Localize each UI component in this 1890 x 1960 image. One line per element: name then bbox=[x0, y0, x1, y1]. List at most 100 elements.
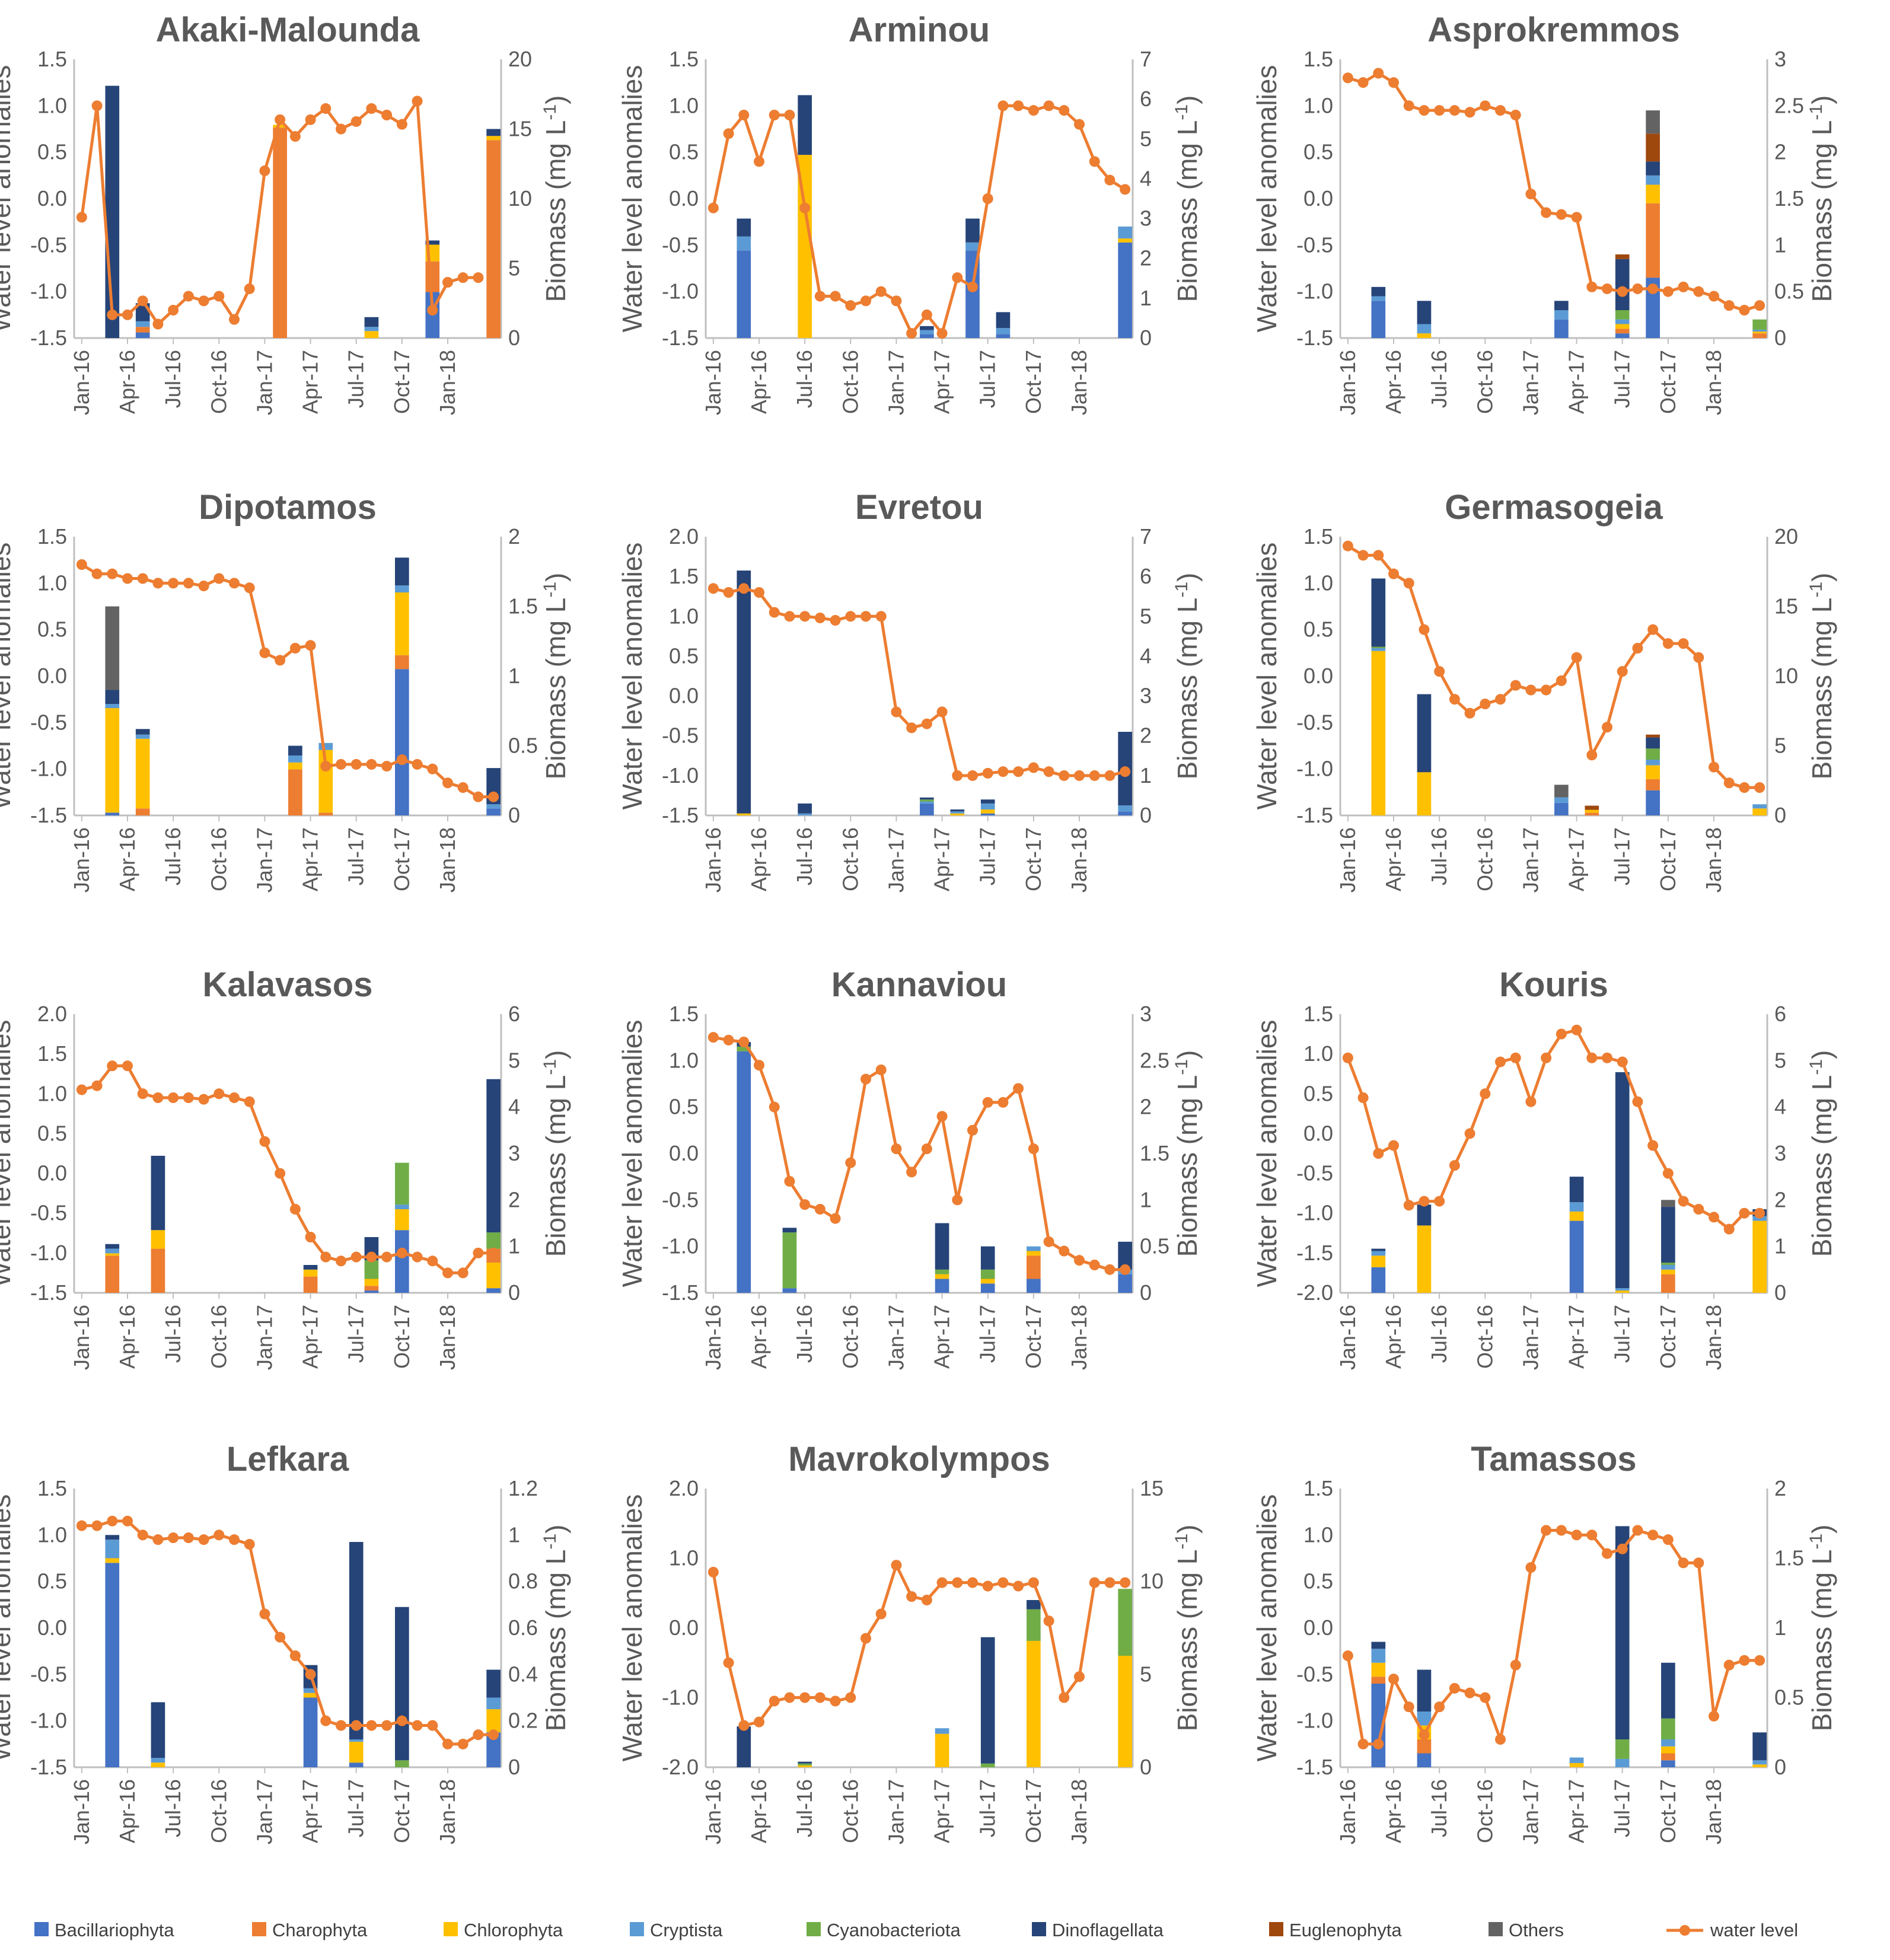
water-level-point bbox=[1571, 212, 1582, 223]
left-axis-title: Water level anomalies bbox=[1251, 543, 1282, 810]
legend-color-swatch bbox=[807, 1922, 821, 1936]
bar-segment-chlorophyta bbox=[1646, 765, 1660, 779]
y-tick-label: -2.0 bbox=[662, 1755, 699, 1779]
x-tick-label: Jan-17 bbox=[884, 350, 908, 415]
y-tick-label: 1.0 bbox=[669, 604, 699, 628]
x-tick-label: Jul-16 bbox=[161, 827, 185, 885]
left-axis-title: Water level anomalies bbox=[0, 1020, 16, 1287]
y2-tick-label: 2.5 bbox=[1140, 1048, 1169, 1072]
y-tick-label: 1.0 bbox=[37, 93, 67, 117]
y2-tick-label: 6 bbox=[1140, 564, 1152, 588]
water-level-point bbox=[488, 791, 499, 802]
y-tick-label: 0.0 bbox=[1303, 1615, 1333, 1640]
water-level-point bbox=[1059, 1245, 1070, 1257]
water-level-point bbox=[275, 114, 286, 125]
water-level-point bbox=[213, 573, 225, 584]
water-level-point bbox=[845, 300, 856, 311]
water-level-point bbox=[1723, 300, 1735, 311]
left-axis-title: Water level anomalies bbox=[1251, 1020, 1282, 1287]
right-axis-title-end: ) bbox=[1806, 95, 1837, 104]
y2-tick-label: 0 bbox=[508, 1755, 520, 1779]
water-level-point bbox=[259, 647, 270, 658]
legend-item-bacillariophyta: Bacillariophyta bbox=[34, 1920, 174, 1940]
water-level-point bbox=[1510, 680, 1521, 691]
y-tick-label: 1.5 bbox=[1303, 1476, 1333, 1500]
bar-segment-charophyta bbox=[105, 1255, 120, 1293]
water-level-point bbox=[754, 1716, 764, 1728]
water-level-point bbox=[305, 1232, 316, 1242]
water-level-point bbox=[168, 1532, 179, 1544]
y2-tick-label: 0 bbox=[1774, 1280, 1786, 1305]
y-tick-label: 1.0 bbox=[1303, 571, 1333, 595]
bar-segment-chlorophyta bbox=[151, 1763, 165, 1767]
bar-segment-charophyta bbox=[318, 812, 333, 815]
bar-segment-bacillariophyta bbox=[349, 1763, 364, 1767]
water-level-point bbox=[1013, 766, 1024, 777]
water-level-point bbox=[289, 643, 301, 654]
water-level-point bbox=[1342, 72, 1353, 84]
water-level-point bbox=[1556, 1028, 1567, 1040]
legend-color-swatch bbox=[34, 1922, 49, 1936]
bar-stack bbox=[395, 1607, 409, 1767]
water-level-point bbox=[183, 1092, 194, 1103]
y2-tick-label: 0 bbox=[508, 803, 520, 827]
water-level-point bbox=[1449, 1682, 1460, 1694]
water-level-point bbox=[229, 314, 240, 325]
water-level-point bbox=[1480, 1692, 1491, 1703]
water-level-point bbox=[1388, 568, 1399, 579]
water-level-point bbox=[1464, 107, 1475, 118]
bar-segment-dinoflagellata bbox=[782, 1228, 797, 1233]
y2-tick-label: 4 bbox=[1774, 1095, 1786, 1119]
x-tick-label: Apr-17 bbox=[1564, 1779, 1589, 1843]
right-axis-title-end: ) bbox=[540, 1050, 571, 1059]
water-level-point bbox=[1449, 694, 1460, 705]
legend-item-others: Others bbox=[1489, 1920, 1564, 1940]
water-level-point bbox=[1104, 770, 1115, 781]
water-level-point bbox=[997, 1577, 1009, 1588]
water-level-point bbox=[952, 1577, 963, 1588]
bar-segment-chlorophyta bbox=[1417, 333, 1432, 338]
y-tick-label: -1.5 bbox=[1296, 1241, 1333, 1265]
water-level-point bbox=[982, 1097, 993, 1108]
water-level-point bbox=[1510, 1052, 1521, 1063]
water-level-point bbox=[336, 1720, 346, 1731]
y2-tick-label: 2 bbox=[1140, 1095, 1152, 1119]
water-level-point bbox=[427, 305, 438, 315]
bar-stack bbox=[105, 606, 120, 815]
water-level-point bbox=[350, 116, 362, 127]
water-level-point bbox=[320, 103, 332, 114]
bar-segment-chlorophyta bbox=[364, 331, 379, 338]
water-level-point bbox=[1013, 100, 1024, 111]
y2-tick-label: 1 bbox=[1774, 232, 1786, 257]
bar-segment-dinoflagellata bbox=[798, 803, 812, 814]
water-level-point bbox=[1419, 105, 1430, 116]
bar-stack bbox=[151, 1702, 165, 1767]
x-tick-label: Apr-17 bbox=[930, 350, 954, 414]
water-level-point bbox=[1043, 766, 1054, 777]
y-tick-label: 1.0 bbox=[37, 571, 67, 595]
bar-stack bbox=[782, 1228, 797, 1293]
water-level-point bbox=[1510, 110, 1521, 120]
water-level-point bbox=[244, 582, 255, 594]
x-tick-label: Jan-18 bbox=[1701, 827, 1726, 893]
panel-lefkara: Lefkara 1.5 1.0 0.5 0.0 -0.5 -1.0 -1.5 1.2 1 0.8 0.… bbox=[0, 1440, 571, 1844]
y-tick-label: 0.5 bbox=[1303, 1569, 1333, 1594]
y2-tick-label: 0.2 bbox=[508, 1709, 538, 1733]
water-level-point bbox=[1617, 1543, 1628, 1554]
bar-segment-cryptista bbox=[1569, 1757, 1584, 1763]
bar-segment-chlorophyta bbox=[349, 1741, 364, 1763]
water-level-point bbox=[1449, 1160, 1460, 1171]
water-level-point bbox=[213, 1088, 225, 1099]
water-level-point bbox=[1434, 1701, 1445, 1713]
panel-title: Tamassos bbox=[1471, 1440, 1636, 1478]
right-axis-title: Biomass (mg L-1) bbox=[1172, 1525, 1203, 1732]
y-tick-label: -1.0 bbox=[662, 279, 699, 304]
legend-label: Bacillariophyta bbox=[55, 1920, 174, 1940]
water-level-point bbox=[427, 1255, 438, 1267]
water-level-point bbox=[891, 1143, 902, 1155]
legend-color-swatch bbox=[1032, 1922, 1046, 1936]
x-tick-label: Jan-18 bbox=[1067, 827, 1091, 893]
water-level-point bbox=[1602, 1052, 1612, 1063]
bar-segment-dinoflagellata bbox=[486, 1079, 501, 1233]
y2-tick-label: 1 bbox=[1774, 1234, 1786, 1258]
